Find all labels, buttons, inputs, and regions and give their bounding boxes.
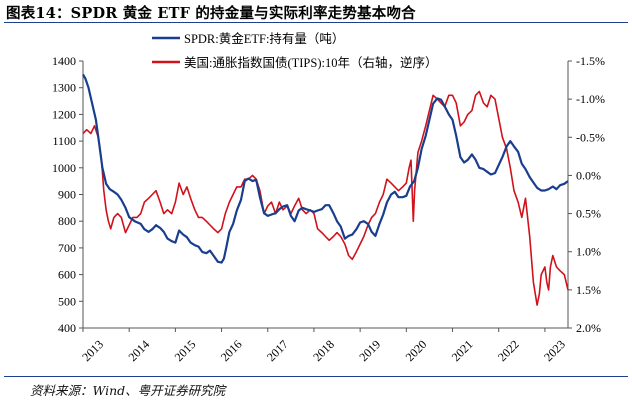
legend: SPDR:黄金ETF:持有量（吨） 美国:通胀指数国债(TIPS):10年（右轴… xyxy=(152,31,437,70)
x-tick-label: 2013 xyxy=(79,337,106,364)
right-tick-label: 2.0% xyxy=(576,321,601,335)
series-line-tips-10y xyxy=(82,90,569,306)
x-tick-label: 2017 xyxy=(264,337,291,364)
left-tick-label: 1100 xyxy=(52,134,76,148)
x-tick-label: 2019 xyxy=(356,337,383,364)
legend-label-spdr: SPDR:黄金ETF:持有量（吨） xyxy=(184,31,344,46)
x-tick-label: 2023 xyxy=(541,337,568,364)
left-tick-label: 600 xyxy=(58,268,76,282)
right-tick-label: -1.0% xyxy=(576,92,605,106)
x-tick-label: 2016 xyxy=(218,337,245,364)
x-tick-label: 2022 xyxy=(495,337,522,364)
left-tick-label: 1400 xyxy=(52,54,76,68)
left-tick-label: 1200 xyxy=(52,107,76,121)
x-tick-label: 2020 xyxy=(403,337,430,364)
chart-area: 400 500 600 700 800 900 1000 1100 1200 1300 1400 -… xyxy=(52,31,605,364)
left-tick-label: 500 xyxy=(58,294,76,308)
left-axis-ticks: 400 500 600 700 800 900 1000 1100 1200 1300 1400 xyxy=(52,54,83,335)
left-tick-label: 1300 xyxy=(52,81,76,95)
right-axis-ticks: -1.5% -1.0% -0.5% 0.0% 0.5% 1.0% 1.5% 2.0% xyxy=(568,54,605,335)
x-axis-ticks: 2013 2014 2015 2016 2017 2018 2019 2020 2021 2022… xyxy=(79,328,568,364)
right-tick-label: 0.0% xyxy=(576,168,601,182)
source-rule xyxy=(4,376,628,377)
right-tick-label: 1.5% xyxy=(576,283,601,297)
left-tick-label: 900 xyxy=(58,188,76,202)
legend-label-tips: 美国:通胀指数国债(TIPS):10年（右轴，逆序） xyxy=(184,55,437,70)
title-rule xyxy=(4,22,628,23)
source-note: 资料来源：Wind、粤开证券研究院 xyxy=(30,383,226,398)
figure-title: 图表14：SPDR 黄金 ETF 的持金量与实际利率走势基本吻合 xyxy=(6,5,416,22)
series-line-spdr-holdings xyxy=(82,73,569,264)
series-lines xyxy=(82,73,569,306)
right-tick-label: -0.5% xyxy=(576,130,605,144)
x-tick-label: 2021 xyxy=(449,337,476,364)
x-tick-label: 2014 xyxy=(125,337,152,364)
x-tick-label: 2018 xyxy=(310,337,337,364)
left-tick-label: 1000 xyxy=(52,161,76,175)
right-tick-label: -1.5% xyxy=(576,54,605,68)
left-tick-label: 700 xyxy=(58,241,76,255)
right-tick-label: 1.0% xyxy=(576,245,601,259)
left-tick-label: 800 xyxy=(58,214,76,228)
right-tick-label: 0.5% xyxy=(576,207,601,221)
left-tick-label: 400 xyxy=(58,321,76,335)
x-tick-label: 2015 xyxy=(172,337,199,364)
